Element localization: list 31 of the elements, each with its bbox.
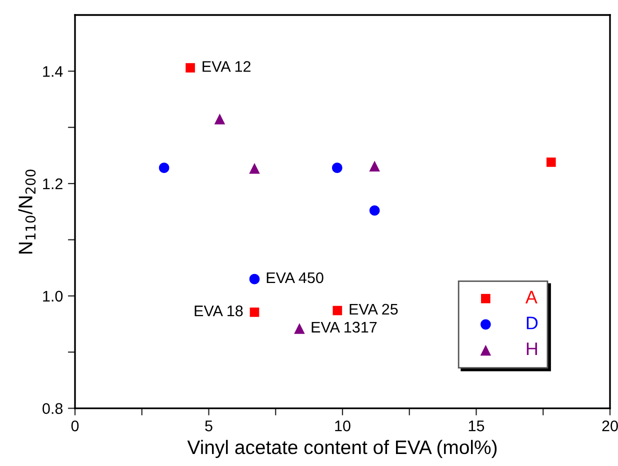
point	[332, 306, 342, 316]
annotation: EVA 450	[266, 272, 324, 284]
y-tick-label: 1.0	[43, 290, 63, 302]
point	[332, 162, 342, 173]
x-tick-label: 0	[71, 420, 79, 432]
point	[546, 158, 556, 167]
annotation: EVA 25	[350, 304, 398, 315]
legend-label: H	[526, 342, 537, 356]
x-tick-label: 20	[602, 420, 618, 432]
y-axis-title: N$_{110}$/N$_{200}$	[18, 170, 36, 254]
annotation: EVA 18	[194, 306, 243, 316]
point	[249, 274, 260, 284]
point	[158, 162, 170, 173]
point	[250, 308, 260, 317]
y-tick-label: 1.2	[43, 178, 62, 190]
annotation: EVA 12	[202, 61, 250, 72]
x-tick-label: 10	[335, 420, 350, 432]
x-tick-label: 15	[468, 420, 484, 432]
y-tick-label: 0.8	[42, 403, 63, 414]
point	[249, 163, 260, 174]
legend-label: A	[525, 290, 538, 304]
x-axis-title: Vinyl acetate content of EVA (mol%)	[187, 440, 497, 458]
point	[369, 205, 380, 216]
point	[294, 323, 305, 334]
point	[214, 114, 226, 124]
y-tick-label: 1.4	[43, 66, 63, 77]
legend-label: D	[526, 316, 538, 330]
x-tick-label: 5	[205, 420, 212, 432]
point	[369, 160, 380, 172]
point	[186, 63, 195, 72]
annotation: EVA 1317	[312, 322, 377, 333]
